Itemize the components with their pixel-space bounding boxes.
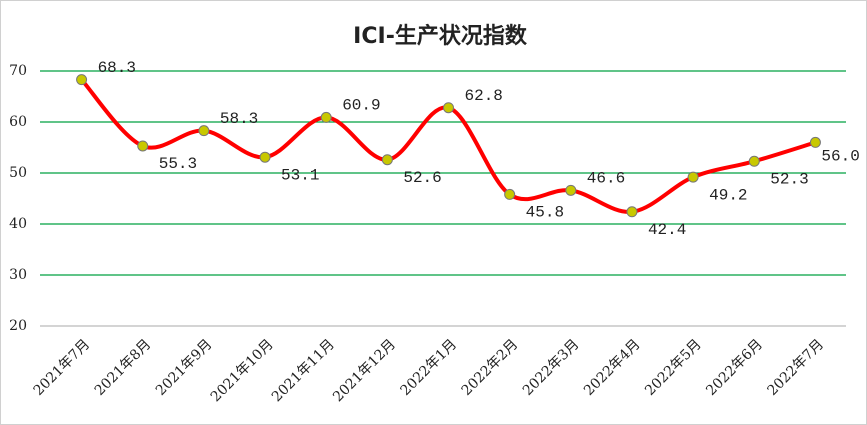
marker <box>504 188 516 200</box>
y-tick-label: 50 <box>9 165 27 181</box>
data-label: 68.3 <box>98 59 136 77</box>
y-tick-label: 60 <box>9 114 27 130</box>
y-tick-label: 70 <box>9 63 27 79</box>
marker <box>137 140 149 152</box>
data-label: 53.1 <box>281 166 319 184</box>
data-label: 60.9 <box>342 97 380 115</box>
marker <box>687 171 699 183</box>
marker <box>565 184 577 196</box>
chart-title: ICI-生产状况指数 <box>353 23 528 49</box>
y-tick-label: 20 <box>9 318 27 334</box>
data-label: 56.0 <box>821 148 859 166</box>
data-label: 46.6 <box>587 170 625 188</box>
marker <box>381 154 393 166</box>
marker <box>198 125 210 137</box>
marker <box>76 74 88 86</box>
data-label: 49.2 <box>709 186 747 204</box>
data-label: 52.3 <box>770 170 808 188</box>
data-label: 45.8 <box>526 204 564 222</box>
data-label: 58.3 <box>220 110 258 128</box>
data-label: 62.8 <box>465 87 503 105</box>
marker <box>626 206 638 218</box>
data-label: 55.3 <box>159 155 197 173</box>
marker <box>259 151 271 163</box>
y-tick-label: 30 <box>9 267 27 283</box>
data-label: 52.6 <box>403 169 441 187</box>
marker <box>809 136 821 148</box>
marker <box>748 155 760 167</box>
marker <box>320 111 332 123</box>
marker <box>443 102 454 114</box>
data-label: 42.4 <box>648 221 686 239</box>
y-tick-label: 40 <box>9 216 27 232</box>
